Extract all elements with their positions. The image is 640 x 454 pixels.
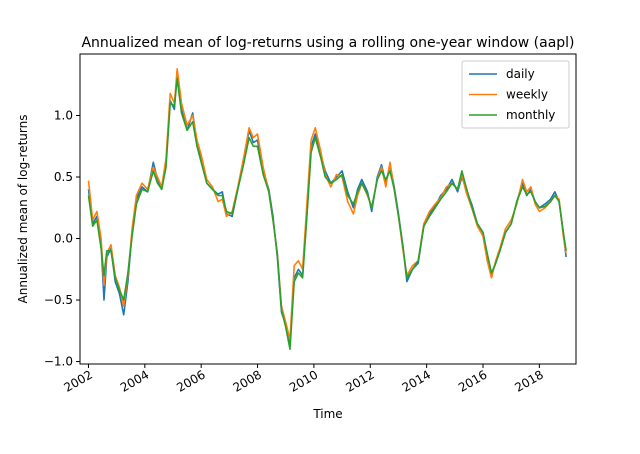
series-line-weekly bbox=[87, 68, 567, 341]
legend-label-daily: daily bbox=[506, 67, 535, 81]
series-line-monthly bbox=[87, 77, 567, 350]
legend-label-monthly: monthly bbox=[506, 108, 555, 122]
x-tick-label: 2014 bbox=[400, 367, 433, 394]
chart-title: Annualized mean of log-returns using a r… bbox=[81, 35, 574, 51]
legend-box bbox=[461, 60, 570, 129]
x-tick-label: 2008 bbox=[231, 367, 264, 394]
plot-frame bbox=[79, 53, 577, 365]
y-axis-label: Annualized mean of log-returns bbox=[16, 115, 30, 304]
y-tick-label: 0.5 bbox=[54, 170, 73, 184]
x-tick-label: 2004 bbox=[118, 367, 151, 394]
x-tick-label: 2002 bbox=[62, 367, 95, 394]
series-layer bbox=[87, 68, 567, 350]
x-tick-label: 2012 bbox=[343, 367, 376, 394]
legend-label-weekly: weekly bbox=[506, 88, 548, 102]
x-tick-label: 2018 bbox=[512, 367, 545, 394]
x-tick-label: 2006 bbox=[174, 367, 207, 394]
x-axis-label: Time bbox=[312, 407, 342, 421]
y-tick-label: 0.0 bbox=[54, 232, 73, 246]
x-axis: 2002 2004 2006 2008 2010 2012 2014 2016 2018 bbox=[62, 364, 546, 395]
y-axis: −1.0 −0.5 0.0 0.5 1.0 bbox=[44, 109, 80, 369]
y-tick-label: −0.5 bbox=[44, 293, 73, 307]
x-tick-label: 2016 bbox=[456, 367, 489, 394]
x-tick-label: 2010 bbox=[287, 367, 320, 394]
y-tick-label: 1.0 bbox=[54, 109, 73, 123]
legend: daily weekly monthly bbox=[461, 60, 570, 129]
y-tick-label: −1.0 bbox=[44, 355, 73, 369]
